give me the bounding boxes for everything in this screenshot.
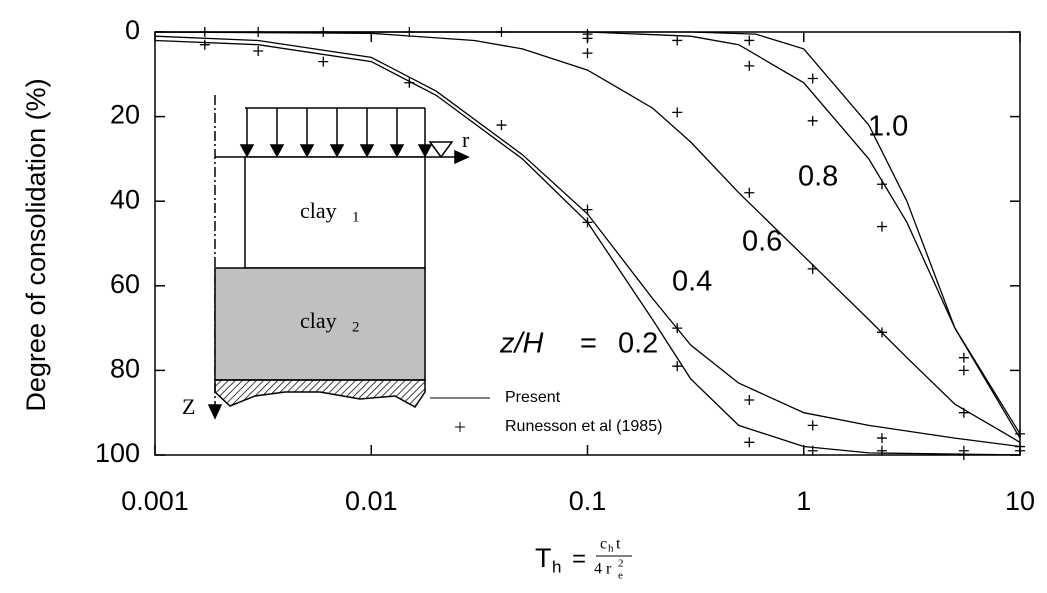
x-axis-title: T h = c h t 4 r e 2 — [535, 536, 632, 582]
marker — [672, 323, 683, 334]
layer-label: clay — [300, 198, 337, 223]
marker — [1015, 445, 1025, 456]
x-tick-label: 0.1 — [569, 486, 607, 516]
x-title-den-sub: e — [618, 570, 623, 582]
marker — [404, 27, 415, 37]
curve-label: 0.4 — [672, 266, 712, 298]
y-tick-label: 0 — [125, 15, 140, 45]
marker — [672, 107, 683, 118]
curve-label: 0.6 — [742, 226, 782, 258]
x-title-symbol: T — [535, 543, 552, 573]
marker — [582, 48, 593, 59]
curve-label: 1.0 — [868, 111, 908, 143]
layer-index: 2 — [352, 319, 360, 335]
marker — [807, 73, 818, 84]
x-tick-label: 1 — [796, 486, 811, 516]
inset-diagram — [207, 95, 470, 420]
x-title-eq: = — [572, 545, 586, 572]
y-tick-label: 100 — [95, 438, 140, 468]
marker — [199, 39, 210, 50]
legend: Present Runesson et al (1985) — [430, 389, 662, 435]
axis-name: r — [462, 127, 470, 152]
annotation: z/H — [499, 328, 544, 360]
x-title-num-sub: h — [608, 543, 614, 555]
y-tick-label: 20 — [110, 100, 140, 130]
marker — [958, 450, 969, 460]
marker — [876, 221, 887, 232]
curve-label: 0.8 — [798, 161, 838, 193]
marker — [744, 60, 755, 71]
marker — [1015, 428, 1025, 439]
marker — [318, 56, 329, 67]
marker — [807, 115, 818, 126]
curve — [154, 31, 1021, 443]
marker — [958, 352, 969, 363]
layer-index: 1 — [352, 209, 360, 225]
water-level — [428, 141, 454, 159]
x-tick-label: 0.001 — [121, 486, 189, 516]
curve — [155, 31, 1021, 435]
base — [214, 379, 426, 408]
marker — [744, 187, 755, 198]
arrow — [454, 149, 470, 165]
y-tick-label: 60 — [110, 269, 140, 299]
marker — [876, 433, 887, 444]
marker — [582, 204, 593, 215]
marker — [404, 77, 415, 88]
marker — [807, 263, 818, 274]
layer-label: clay — [300, 308, 337, 333]
marker — [744, 437, 755, 448]
marker — [582, 33, 593, 44]
load-arrows — [239, 108, 433, 158]
x-tick-label: 0.01 — [345, 486, 398, 516]
marker — [876, 179, 887, 190]
legend-label: Present — [505, 389, 561, 406]
marker — [672, 361, 683, 372]
x-title-num: c — [600, 536, 607, 553]
marker — [496, 27, 507, 37]
y-tick-label: 40 — [110, 184, 140, 214]
marker — [496, 120, 507, 131]
x-title-den-sup: 2 — [618, 558, 624, 570]
x-title-sub: h — [552, 557, 561, 576]
marker — [876, 327, 887, 338]
marker — [199, 27, 210, 37]
marker — [744, 395, 755, 406]
marker — [672, 35, 683, 46]
y-tick-label: 80 — [110, 354, 140, 384]
marker — [582, 217, 593, 228]
x-title-num-rest: t — [616, 536, 621, 553]
marker — [958, 365, 969, 376]
marker — [253, 27, 264, 37]
clay-layer-2 — [214, 267, 426, 381]
legend-label: Runesson et al (1985) — [505, 418, 662, 435]
arrow — [207, 404, 223, 420]
x-title-den: 4 r — [594, 561, 612, 578]
marker — [958, 407, 969, 418]
marker — [807, 445, 818, 456]
curve — [155, 31, 1021, 439]
legend-marker — [455, 422, 465, 432]
curve — [154, 35, 1021, 448]
y-axis-title: Degree of consolidation (%) — [21, 78, 51, 411]
marker — [253, 46, 264, 57]
curve-label: 0.2 — [618, 328, 658, 360]
curve — [154, 39, 1021, 456]
annotation: = — [580, 328, 597, 360]
marker — [876, 445, 887, 456]
marker — [318, 27, 329, 37]
marker — [807, 420, 818, 431]
marker — [744, 35, 755, 46]
x-tick-label: 10 — [1005, 486, 1035, 516]
axis-name: Z — [182, 394, 195, 419]
